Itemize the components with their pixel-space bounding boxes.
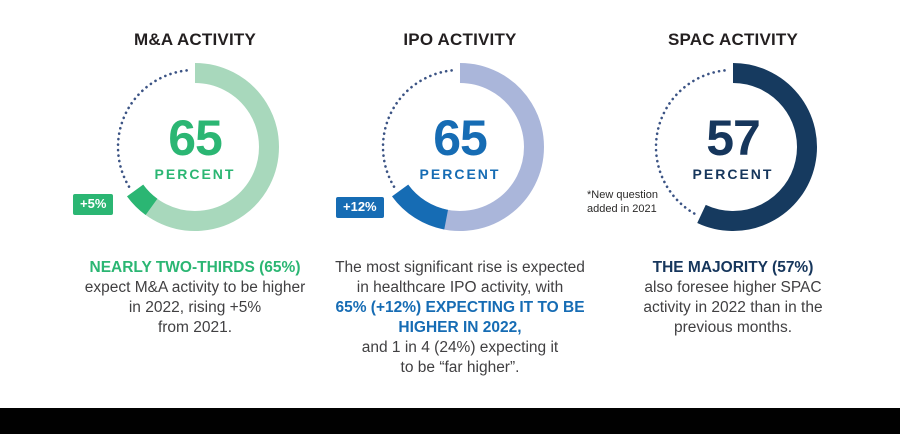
increase-badge-ipo: +12%	[336, 197, 384, 219]
caption-line: 65% (+12%) EXPECTING IT TO BE	[335, 299, 585, 316]
increase-badge-ma: +5%	[73, 194, 114, 216]
footnote-line: added in 2021	[587, 203, 657, 215]
chart-column-ma: M&A ACTIVITY 65 PERCENT +5% NEARLY TWO-T…	[55, 30, 335, 410]
caption-line: previous months.	[673, 319, 793, 336]
donut-ring-svg	[381, 63, 544, 231]
caption-line: also foresee higher SPAC	[644, 279, 822, 296]
caption-line: from 2021.	[157, 319, 233, 336]
caption-line: NEARLY TWO-THIRDS (65%)	[89, 259, 301, 276]
donut-chart-ipo: 65 PERCENT	[373, 60, 547, 234]
caption-line: in 2022, rising +5%	[128, 299, 262, 316]
footnote-line: *New question	[587, 189, 658, 201]
caption-line: to be “far higher”.	[400, 359, 520, 376]
caption-ma: NEARLY TWO-THIRDS (65%) expect M&A activi…	[55, 258, 335, 338]
caption-line: in healthcare IPO activity, with	[356, 279, 564, 296]
chart-column-ipo: IPO ACTIVITY 65 PERCENT +12% The most si…	[320, 30, 600, 410]
donut-ring-svg	[116, 63, 279, 231]
caption-line: activity in 2022 than in the	[643, 299, 823, 316]
caption-line: and 1 in 4 (24%) expecting it	[361, 339, 559, 356]
chart-title-ipo: IPO ACTIVITY	[403, 30, 517, 49]
caption-line: expect M&A activity to be higher	[84, 279, 306, 296]
caption-ipo: The most significant rise is expected in …	[320, 258, 600, 378]
chart-title-ma: M&A ACTIVITY	[133, 30, 257, 49]
donut-ring-svg	[654, 63, 817, 231]
chart-title-spac: SPAC ACTIVITY	[667, 30, 799, 49]
donut-chart-ma: 65 PERCENT	[108, 60, 282, 234]
caption-line: THE MAJORITY (57%)	[652, 259, 814, 276]
footer-bar	[0, 408, 900, 434]
chart-column-spac: SPAC ACTIVITY 57 PERCENT *New question ad…	[587, 30, 873, 410]
caption-line: HIGHER IN 2022,	[398, 319, 522, 336]
caption-line: The most significant rise is expected	[335, 259, 585, 276]
caption-spac: THE MAJORITY (57%) also foresee higher SP…	[593, 258, 873, 338]
footnote-new-question: *New question added in 2021	[587, 188, 687, 216]
